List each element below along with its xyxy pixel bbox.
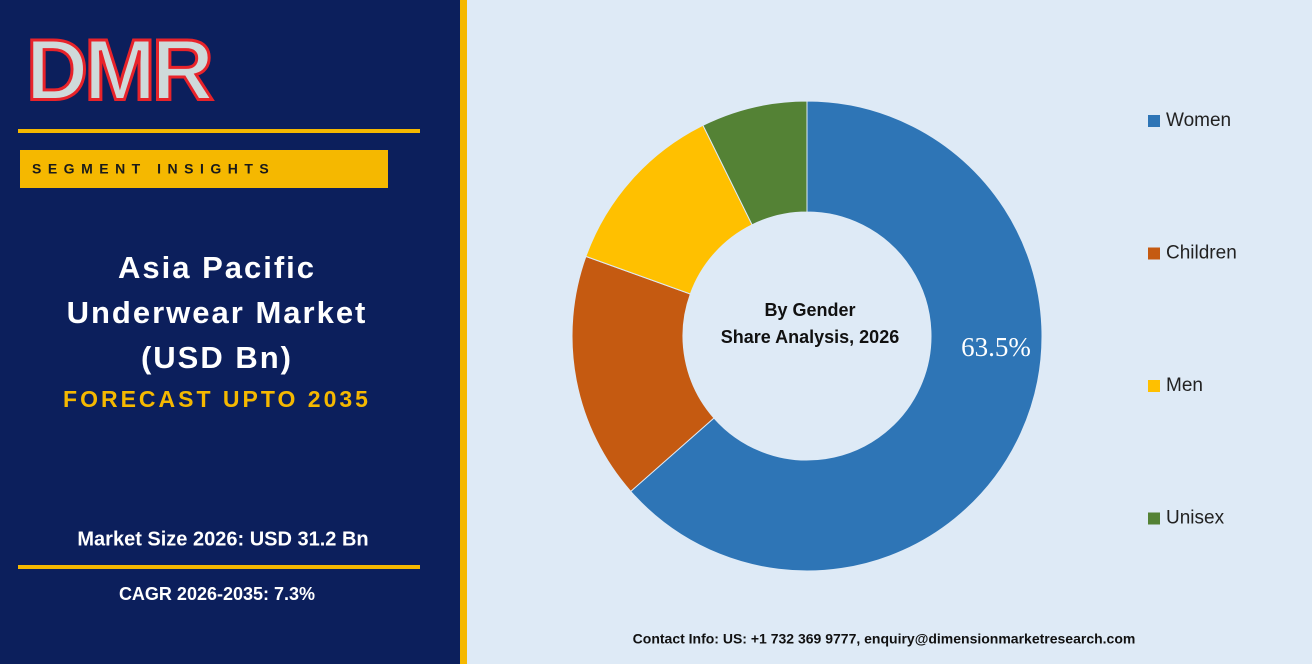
- donut-slice: [571, 255, 715, 493]
- logo: DMR: [26, 23, 213, 119]
- contact: Contact Info: US: +1 732 369 9777, enqui…: [633, 631, 1136, 647]
- subtitle: FORECAST UPTO 2035: [63, 386, 371, 412]
- rule: [18, 129, 420, 133]
- badge-box: [20, 150, 388, 188]
- center-text: By Gender: [764, 300, 855, 320]
- legend-label: Men: [1166, 375, 1203, 396]
- chart: 63.5% By Gender Share Analysis, 2026 Women C…: [571, 100, 1237, 572]
- legend-swatch: [1148, 115, 1160, 127]
- legend-label: Children: [1166, 243, 1237, 264]
- center-text: Share Analysis, 2026: [721, 327, 899, 347]
- legend-swatch: [1148, 512, 1160, 525]
- donut-slice: [702, 100, 808, 226]
- donut-slice: [630, 100, 1043, 572]
- market-size: Market Size 2026: USD 31.2 Bn: [77, 528, 368, 550]
- legend-swatch: [1148, 247, 1160, 260]
- value-label: 63.5%: [961, 332, 1031, 362]
- divider: [460, 0, 467, 664]
- badge: SEGMENT INSIGHTS: [32, 161, 275, 177]
- left-panel: [0, 0, 460, 664]
- rule: [18, 565, 420, 569]
- legend-swatch: [1148, 380, 1160, 392]
- title: Asia Pacific: [118, 250, 316, 285]
- title: (USD Bn): [141, 340, 293, 375]
- legend-label: Women: [1166, 110, 1231, 131]
- title: Underwear Market: [67, 295, 368, 330]
- legend-label: Unisex: [1166, 508, 1225, 529]
- cagr: CAGR 2026-2035: 7.3%: [119, 584, 315, 604]
